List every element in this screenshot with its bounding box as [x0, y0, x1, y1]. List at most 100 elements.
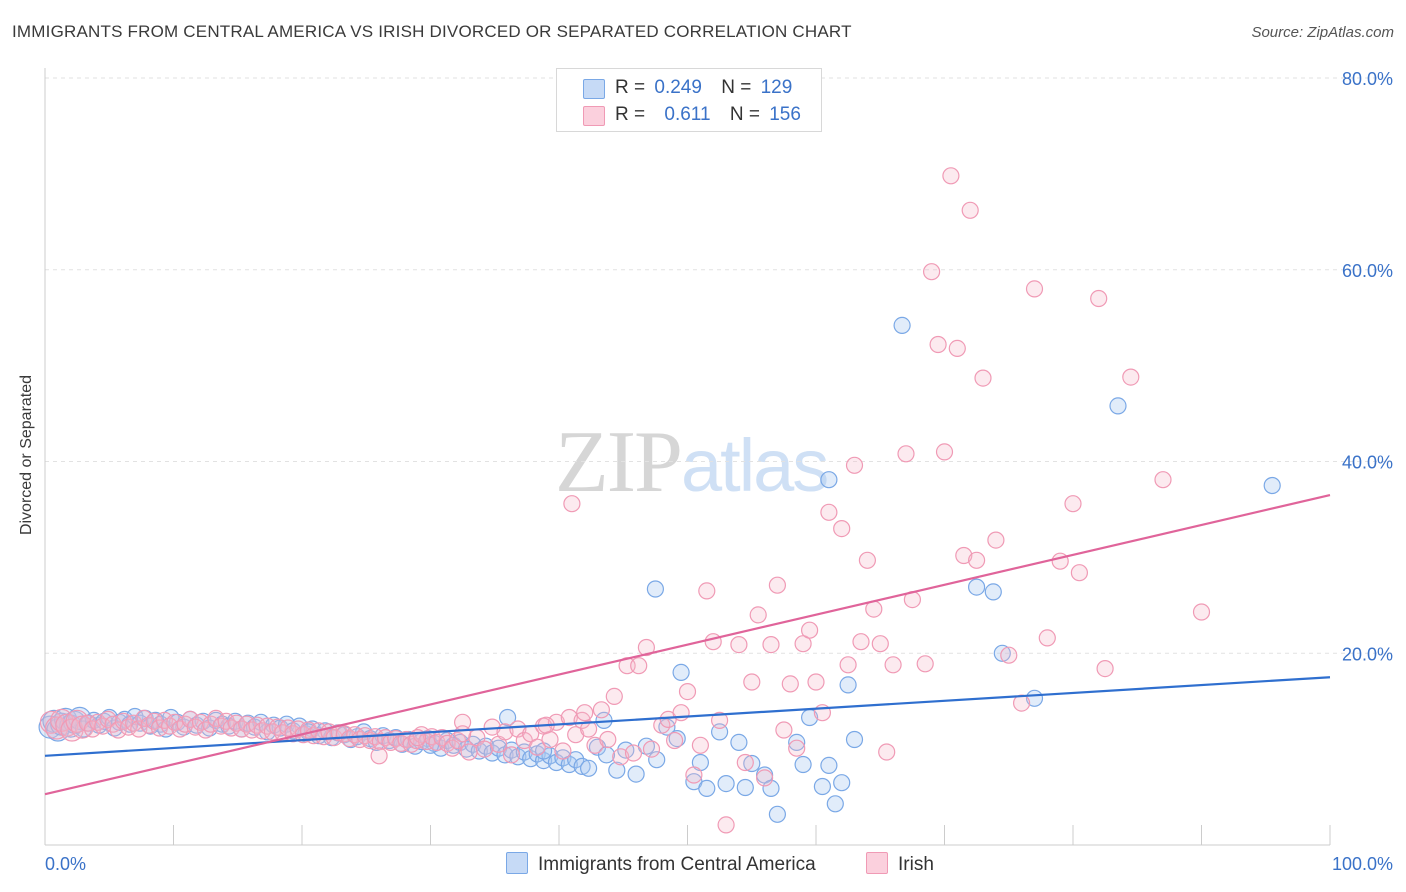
legend-n-label: N =	[729, 104, 760, 125]
central-america-point	[794, 755, 812, 774]
irish-point	[1038, 629, 1056, 647]
irish-point	[871, 635, 889, 653]
irish-point	[710, 711, 729, 730]
irish-point	[528, 738, 546, 756]
central-america-point	[646, 580, 665, 598]
central-america-point	[993, 644, 1011, 662]
central-america-point	[768, 805, 787, 823]
legend-r-label: R =	[615, 104, 646, 125]
central-america-point	[477, 737, 495, 755]
irish-point	[630, 657, 648, 675]
bottom-legend-central-america: Immigrants from Central America	[506, 852, 816, 876]
irish-point	[1154, 471, 1172, 489]
central-america-point	[826, 795, 844, 813]
bottom-legend-irish: Irish	[866, 852, 934, 876]
bottom-legend-swatch-pink	[866, 852, 888, 874]
irish-point	[1064, 495, 1082, 513]
central-america-point	[743, 754, 761, 773]
irish-point	[743, 673, 761, 691]
legend-r-value: 0.611	[664, 104, 711, 125]
legend-swatch-pink	[583, 106, 605, 126]
irish-point	[624, 744, 643, 762]
legend-n-value: 129	[760, 77, 793, 98]
irish-point	[605, 687, 623, 706]
central-america-point	[1109, 397, 1127, 415]
bottom-legend-swatch-blue	[506, 852, 528, 874]
x-tick-label: 0.0%	[45, 854, 86, 874]
chart-title: IMMIGRANTS FROM CENTRAL AMERICA VS IRISH…	[12, 22, 852, 41]
legend-swatch-blue	[583, 79, 605, 99]
irish-point	[541, 730, 559, 749]
central-america-point	[736, 778, 754, 797]
irish-point	[438, 734, 456, 753]
irish-point	[942, 167, 960, 185]
irish-point	[592, 701, 611, 719]
irish-point	[916, 655, 934, 673]
irish-point	[929, 335, 947, 354]
irish-point	[704, 633, 722, 651]
irish-point	[678, 682, 697, 701]
stats-legend: R = 0.249 N = 129 R = 0.611 N = 156	[556, 68, 822, 132]
irish-point	[1192, 603, 1211, 621]
central-america-point	[845, 730, 864, 749]
irish-point	[730, 635, 748, 654]
irish-trend-line	[44, 493, 1331, 796]
watermark-atlas: atlas	[681, 424, 829, 507]
central-america-point	[567, 751, 585, 769]
irish-point	[762, 635, 780, 654]
central-america-point	[554, 749, 572, 767]
central-america-point	[668, 729, 686, 748]
central-america-point	[730, 733, 748, 752]
irish-point	[967, 551, 986, 569]
central-america-point	[1263, 476, 1281, 495]
bottom-legend-label: Irish	[898, 854, 934, 875]
central-america-point	[893, 316, 911, 334]
irish-point	[1070, 564, 1089, 582]
irish-point	[685, 766, 703, 784]
irish-point	[755, 769, 774, 787]
irish-point	[833, 519, 851, 538]
irish-point	[820, 503, 838, 521]
watermark-zip: ZIP	[555, 414, 683, 511]
central-america-point	[579, 759, 598, 777]
irish-point	[749, 606, 767, 624]
central-america-point	[627, 765, 645, 783]
irish-point	[775, 721, 793, 739]
central-america-point	[499, 708, 517, 727]
irish-point	[599, 730, 617, 749]
irish-point	[637, 638, 656, 657]
irish-point	[961, 201, 979, 219]
irish-point	[852, 633, 870, 651]
legend-r-label: R =	[615, 77, 646, 98]
irish-point	[563, 495, 581, 513]
x-tick-label: 100.0%	[1332, 854, 1393, 874]
bottom-legend-label: Immigrants from Central America	[538, 854, 816, 875]
irish-point	[370, 747, 388, 765]
central-america-point	[820, 471, 838, 489]
irish-point	[781, 675, 799, 693]
irish-point	[130, 720, 148, 738]
central-america-point	[573, 757, 591, 776]
central-america-point	[967, 578, 986, 596]
central-america-trend-line	[44, 676, 1331, 757]
central-america-point	[608, 761, 626, 779]
central-america-point	[839, 676, 857, 694]
irish-point	[955, 546, 973, 565]
source-label: Source: ZipAtlas.com	[1251, 24, 1394, 41]
irish-point	[70, 715, 94, 739]
irish-point	[454, 725, 472, 743]
central-america-point	[672, 663, 690, 682]
irish-point	[1000, 646, 1018, 664]
irish-point	[807, 673, 825, 691]
central-america-point	[698, 779, 716, 798]
irish-point	[665, 731, 684, 750]
central-america-point	[813, 777, 832, 796]
irish-point	[897, 445, 915, 463]
irish-point	[878, 743, 896, 761]
irish-point	[502, 746, 521, 764]
irish-point	[858, 551, 877, 569]
watermark: ZIPatlas	[555, 410, 829, 513]
irish-point	[612, 748, 630, 766]
irish-point	[717, 816, 735, 834]
